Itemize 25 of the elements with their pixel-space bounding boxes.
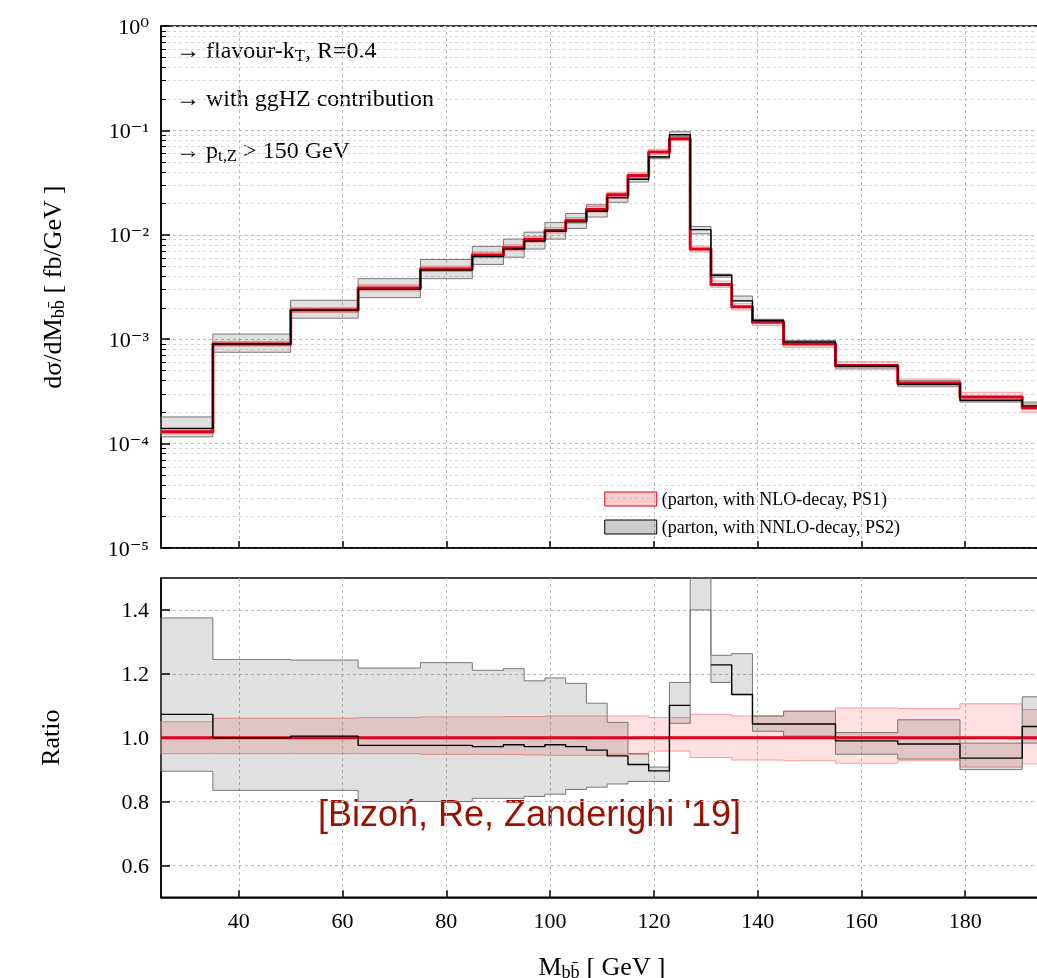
y-tick-label: 10⁻² [108,222,150,248]
y-tick-label: 10⁻⁴ [107,431,150,457]
x-tick-label: 120 [637,907,671,933]
y-tick-label: 10⁻⁵ [107,535,149,561]
y-tick-label: 1.4 [121,597,149,623]
x-tick-label: 80 [435,907,458,933]
x-tick-label: 180 [948,907,982,933]
x-tick-label: 100 [533,907,567,933]
x-tick-label: 60 [331,907,354,933]
y-tick-label: 1.2 [121,661,149,687]
y-tick-label: 1.0 [121,725,149,751]
y-tick-label: 0.8 [121,789,149,815]
x-tick-label: 40 [227,907,250,933]
y-tick-label: 10⁻³ [108,326,150,352]
y-axis-title: Ratio [35,709,65,766]
legend-label: (parton, with NLO-decay, PS1) [661,489,888,510]
y-tick-label: 10⁰ [118,13,150,39]
x-tick-label: 160 [844,907,878,933]
legend-label: (parton, with NNLO-decay, PS2) [661,517,901,538]
annotation: → with ggHZ contribution [176,85,434,111]
x-tick-label: 140 [741,907,775,933]
y-tick-label: 0.6 [121,852,149,878]
y-tick-label: 10⁻¹ [108,117,149,143]
y-axis-title: dσ/dMbb̄ [ fb/GeV ] [37,185,69,389]
annotation: [Bizoń, Re, Zanderighi '19] [318,792,742,834]
